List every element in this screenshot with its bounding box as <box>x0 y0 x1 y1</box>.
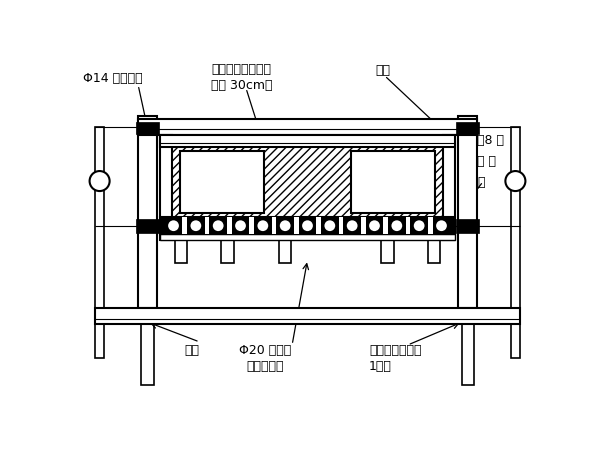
Bar <box>294 217 299 234</box>
Bar <box>279 240 292 263</box>
Bar <box>175 240 187 263</box>
Text: 顶托: 顶托 <box>185 344 199 357</box>
Bar <box>511 127 520 358</box>
Circle shape <box>505 171 526 191</box>
Bar <box>138 119 477 135</box>
Bar <box>138 116 157 308</box>
Bar <box>179 151 265 213</box>
Bar <box>458 116 477 308</box>
Bar <box>172 147 443 217</box>
Circle shape <box>414 220 425 231</box>
Circle shape <box>369 220 380 231</box>
Bar <box>205 217 209 234</box>
Text: 々8 槽
钒 横
架: 々8 槽 钒 横 架 <box>477 134 504 189</box>
Circle shape <box>257 220 268 231</box>
Bar <box>461 324 474 385</box>
Bar <box>250 217 254 234</box>
Text: Φ14 对拉螺杆: Φ14 对拉螺杆 <box>83 72 142 85</box>
Bar <box>443 135 455 240</box>
Circle shape <box>89 171 110 191</box>
Circle shape <box>436 220 447 231</box>
Bar <box>338 217 343 234</box>
Bar <box>95 127 104 358</box>
Circle shape <box>213 220 224 231</box>
Bar <box>316 217 321 234</box>
Circle shape <box>235 220 246 231</box>
Bar <box>182 217 187 234</box>
Bar <box>160 135 172 240</box>
Circle shape <box>325 220 335 231</box>
Bar <box>361 217 365 234</box>
Bar <box>160 217 455 234</box>
Circle shape <box>190 220 201 231</box>
Bar <box>383 217 388 234</box>
Bar <box>428 217 433 234</box>
Bar <box>160 135 455 147</box>
Text: 操作平台（宽度
1米）: 操作平台（宽度 1米） <box>369 344 422 373</box>
Bar <box>406 217 410 234</box>
Bar <box>141 324 154 385</box>
Bar <box>136 219 159 233</box>
Bar <box>456 219 479 233</box>
Bar <box>95 308 520 324</box>
Text: 第一次浇筑层（顶
板底 30cm）: 第一次浇筑层（顶 板底 30cm） <box>211 63 273 92</box>
Bar <box>272 217 277 234</box>
Bar <box>350 151 436 213</box>
Circle shape <box>168 220 179 231</box>
Bar <box>160 234 455 240</box>
Bar <box>136 122 159 134</box>
Bar <box>382 240 394 263</box>
Circle shape <box>280 220 290 231</box>
Bar <box>456 122 479 134</box>
Bar <box>227 217 232 234</box>
Circle shape <box>302 220 313 231</box>
Text: Φ20 螺纹钒
筋底模骨架: Φ20 螺纹钒 筋底模骨架 <box>239 344 291 373</box>
Circle shape <box>347 220 358 231</box>
Bar <box>221 240 233 263</box>
Bar <box>428 240 440 263</box>
Text: 侧模: 侧模 <box>375 64 390 77</box>
Circle shape <box>391 220 402 231</box>
